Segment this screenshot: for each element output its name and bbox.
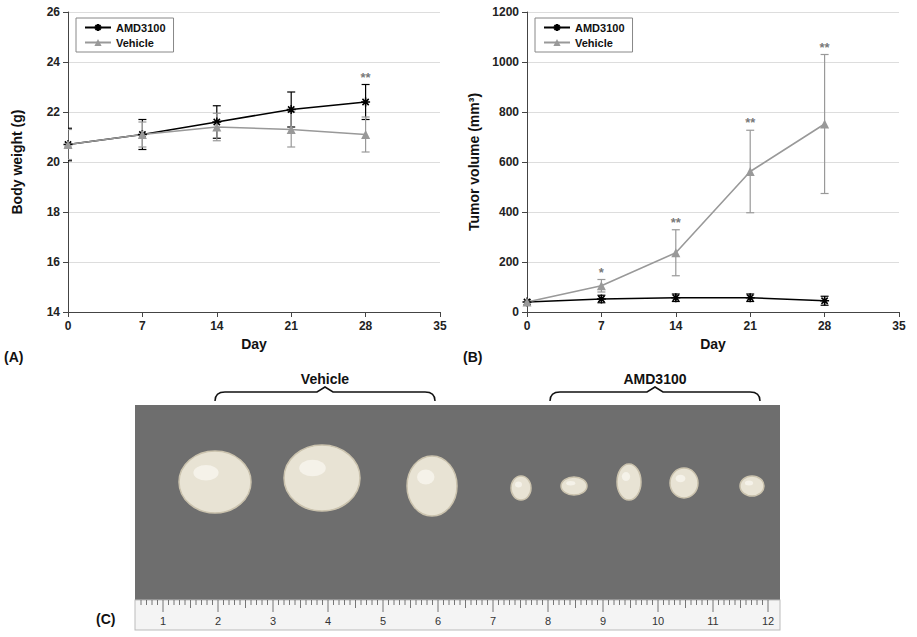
svg-text:21: 21 <box>744 319 758 333</box>
svg-text:**: ** <box>745 115 756 130</box>
svg-text:35: 35 <box>892 319 906 333</box>
svg-text:14: 14 <box>210 319 224 333</box>
svg-text:AMD3100: AMD3100 <box>575 22 625 34</box>
svg-text:800: 800 <box>499 105 519 119</box>
svg-text:1: 1 <box>160 615 166 627</box>
svg-text:200: 200 <box>499 255 519 269</box>
svg-text:Body weight (g): Body weight (g) <box>9 110 25 215</box>
svg-text:7: 7 <box>490 615 496 627</box>
svg-text:11: 11 <box>707 615 718 627</box>
svg-text:600: 600 <box>499 155 519 169</box>
svg-text:2: 2 <box>215 615 221 627</box>
svg-text:8: 8 <box>545 615 551 627</box>
svg-text:7: 7 <box>139 319 146 333</box>
svg-text:0: 0 <box>512 305 519 319</box>
svg-text:Tumor volume (mm³): Tumor volume (mm³) <box>466 93 482 231</box>
svg-text:5: 5 <box>380 615 386 627</box>
svg-text:**: ** <box>361 70 372 85</box>
svg-text:10: 10 <box>652 615 664 627</box>
svg-text:14: 14 <box>47 305 61 319</box>
svg-text:1000: 1000 <box>492 55 519 69</box>
svg-text:**: ** <box>820 40 831 55</box>
svg-text:26: 26 <box>47 5 61 19</box>
svg-text:20: 20 <box>47 155 61 169</box>
svg-text:6: 6 <box>435 615 441 627</box>
svg-text:16: 16 <box>47 255 61 269</box>
svg-text:28: 28 <box>818 319 832 333</box>
svg-text:0: 0 <box>65 319 72 333</box>
svg-text:14: 14 <box>669 319 683 333</box>
svg-text:0: 0 <box>524 319 531 333</box>
svg-text:Day: Day <box>241 336 267 352</box>
svg-text:(C): (C) <box>96 611 115 627</box>
svg-text:Vehicle: Vehicle <box>575 37 613 49</box>
svg-text:AMD3100: AMD3100 <box>116 22 166 34</box>
svg-text:12: 12 <box>762 615 774 627</box>
svg-text:**: ** <box>671 215 682 230</box>
svg-text:7: 7 <box>598 319 605 333</box>
svg-text:21: 21 <box>285 319 299 333</box>
svg-text:18: 18 <box>47 205 61 219</box>
svg-text:Vehicle: Vehicle <box>116 37 154 49</box>
svg-text:9: 9 <box>600 615 606 627</box>
svg-text:28: 28 <box>359 319 373 333</box>
svg-text:400: 400 <box>499 205 519 219</box>
svg-text:Vehicle: Vehicle <box>301 371 349 387</box>
svg-text:(A): (A) <box>4 349 23 365</box>
svg-text:*: * <box>599 265 605 280</box>
svg-text:1200: 1200 <box>492 5 519 19</box>
svg-text:3: 3 <box>270 615 276 627</box>
svg-text:24: 24 <box>47 55 61 69</box>
svg-text:4: 4 <box>325 615 331 627</box>
svg-text:35: 35 <box>433 319 447 333</box>
svg-text:22: 22 <box>47 105 61 119</box>
svg-text:AMD3100: AMD3100 <box>623 371 686 387</box>
svg-text:(B): (B) <box>463 349 482 365</box>
svg-text:Day: Day <box>700 336 726 352</box>
